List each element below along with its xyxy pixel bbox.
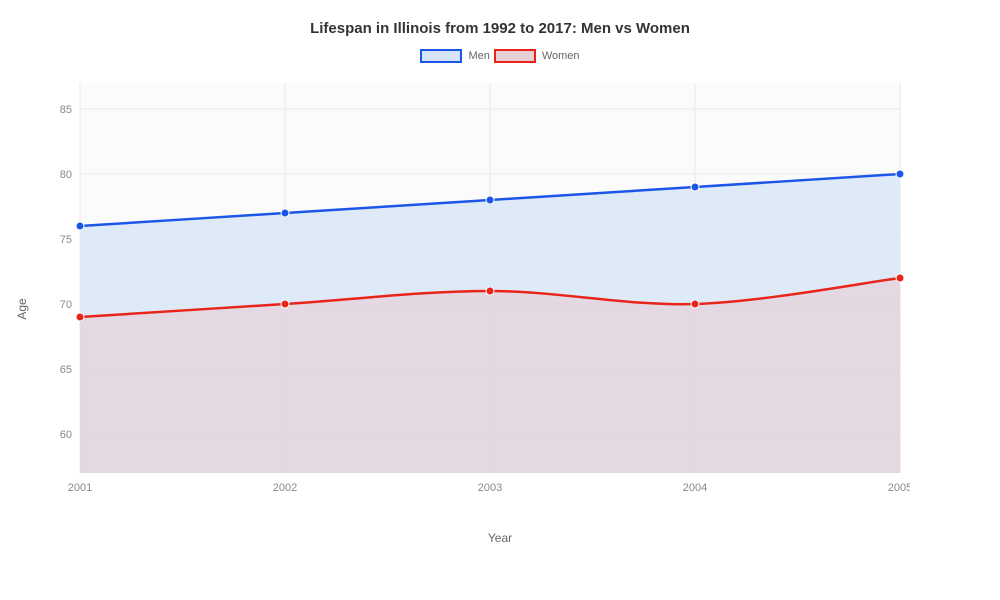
marker-women[interactable] xyxy=(691,300,699,308)
y-tick-label: 70 xyxy=(60,299,72,311)
x-tick-label: 2002 xyxy=(273,482,297,494)
plot-area: Age 60657075808520012002200320042005 Yea… xyxy=(30,73,970,545)
marker-men[interactable] xyxy=(281,209,289,217)
legend-label-women: Women xyxy=(542,50,580,62)
chart-container: Lifespan in Illinois from 1992 to 2017: … xyxy=(0,0,1000,600)
chart-svg: 60 65 70 75 80 85 2001 2002 2003 2004 2005 xyxy=(30,73,910,503)
legend-item-women[interactable]: Women xyxy=(494,49,580,63)
marker-men[interactable] xyxy=(76,222,84,230)
y-tick-label: 75 xyxy=(60,234,72,246)
x-tick-label: 2004 xyxy=(683,482,707,494)
marker-women[interactable] xyxy=(486,287,494,295)
y-tick-label: 60 xyxy=(60,429,72,441)
legend-item-men[interactable]: Men xyxy=(420,49,489,63)
chart-title: Lifespan in Illinois from 1992 to 2017: … xyxy=(30,20,970,37)
y-tick-label: 80 xyxy=(60,169,72,181)
y-tick-label: 85 xyxy=(60,104,72,116)
x-axis-label: Year xyxy=(30,531,970,545)
marker-men[interactable] xyxy=(486,196,494,204)
legend-swatch-women xyxy=(494,49,536,63)
marker-women[interactable] xyxy=(896,274,904,282)
legend: Men Women xyxy=(30,49,970,63)
marker-women[interactable] xyxy=(76,313,84,321)
legend-label-men: Men xyxy=(468,50,489,62)
x-tick-label: 2005 xyxy=(888,482,910,494)
x-tick-label: 2003 xyxy=(478,482,502,494)
marker-men[interactable] xyxy=(896,170,904,178)
marker-women[interactable] xyxy=(281,300,289,308)
legend-swatch-men xyxy=(420,49,462,63)
y-tick-label: 65 xyxy=(60,364,72,376)
marker-men[interactable] xyxy=(691,183,699,191)
y-axis-label: Age xyxy=(15,298,29,319)
x-tick-label: 2001 xyxy=(68,482,92,494)
